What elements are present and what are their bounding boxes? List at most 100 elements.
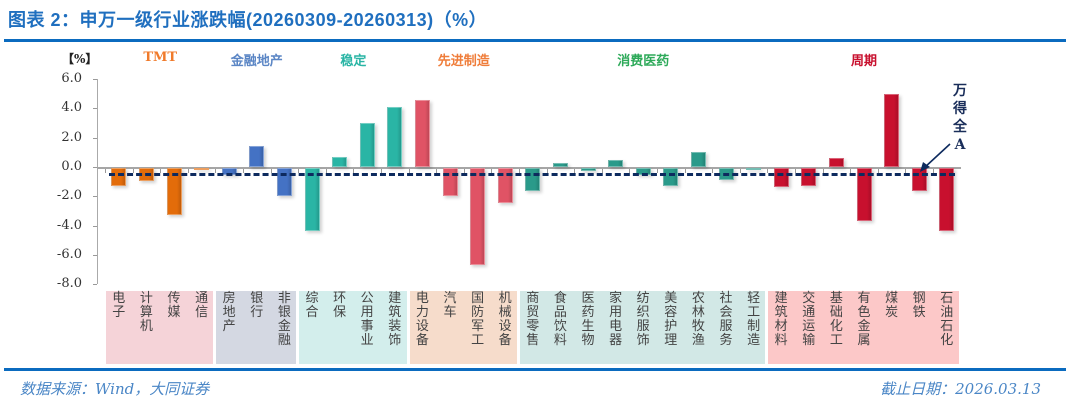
bar (580, 168, 596, 171)
x-tick-mark (381, 169, 382, 173)
bar (497, 168, 513, 204)
x-tick-mark (408, 169, 410, 173)
bar (884, 93, 900, 167)
x-category-label: 机 械 设 备 (498, 291, 512, 348)
bar (828, 158, 844, 167)
x-tick-mark (325, 169, 327, 173)
y-tick-mark (93, 225, 97, 227)
bar (525, 168, 541, 192)
bar (276, 168, 292, 196)
group-label-background (216, 291, 297, 364)
x-tick-mark (132, 169, 134, 173)
x-category-label: 非 银 金 融 (277, 291, 291, 348)
y-tick-label: -4.0 (56, 217, 82, 233)
x-category-label: 医 药 生 物 (581, 291, 595, 348)
x-tick-mark (822, 169, 824, 173)
bar (801, 168, 817, 186)
x-category-label: 电 子 (112, 291, 126, 320)
x-tick-mark (298, 169, 300, 173)
cutoff-date: 截止日期：2026.03.13 (880, 380, 1041, 398)
y-tick-label: 4.0 (61, 100, 82, 116)
x-category-label: 国 防 军 工 (471, 291, 485, 348)
x-tick-mark (463, 169, 465, 173)
x-tick-mark (519, 169, 520, 173)
bottom-divider (4, 368, 1066, 371)
group-label-background (409, 291, 517, 364)
x-category-label: 钢 铁 (912, 291, 926, 320)
reference-line-label: 万 得 全 A (953, 83, 967, 153)
reference-line-wind-a (109, 173, 955, 177)
group-title: TMT (143, 50, 178, 65)
x-tick-mark (905, 169, 907, 173)
bar (249, 146, 265, 167)
bar (856, 168, 872, 221)
y-tick-mark (93, 167, 97, 168)
x-category-label: 环 保 (333, 291, 347, 320)
x-category-label: 商 贸 零 售 (526, 291, 540, 348)
bar (304, 168, 320, 231)
x-tick-mark (491, 169, 493, 173)
x-category-label: 纺 织 服 饰 (636, 291, 650, 348)
group-title: 金融地产 (230, 54, 283, 69)
bar (939, 168, 955, 231)
x-tick-mark (850, 169, 852, 173)
bar (552, 162, 568, 167)
annotation-arrow-icon (920, 143, 951, 172)
y-tick-label: -2.0 (56, 188, 82, 204)
x-tick-mark (187, 169, 189, 173)
group-label-background (520, 291, 766, 364)
y-tick-label: 6.0 (61, 71, 82, 87)
bar (359, 123, 375, 167)
group-title: 周期 (850, 54, 877, 69)
x-category-label: 有 色 金 属 (857, 291, 871, 348)
x-category-label: 汽 车 (443, 291, 457, 320)
x-tick-mark (712, 169, 714, 173)
bar (194, 168, 210, 170)
group-label-background (768, 291, 959, 364)
y-tick-mark (93, 137, 97, 139)
x-tick-mark (270, 169, 272, 173)
x-tick-mark (436, 169, 438, 173)
group-title: 消费医药 (617, 54, 670, 69)
x-category-label: 传 媒 (167, 291, 181, 320)
x-tick-mark (795, 169, 796, 173)
bar (773, 168, 789, 188)
group-label-background (299, 291, 407, 364)
x-category-label: 建 筑 装 饰 (388, 291, 402, 348)
x-category-label: 农 林 牧 渔 (691, 291, 705, 348)
x-category-label: 银 行 (250, 291, 264, 320)
x-tick-mark (933, 169, 934, 173)
y-tick-label: -6.0 (56, 246, 82, 262)
x-tick-mark (160, 169, 162, 173)
y-tick-label: 2.0 (61, 129, 82, 145)
x-tick-mark (601, 169, 603, 173)
y-unit-label: 【%】 (62, 52, 98, 66)
bar (387, 106, 403, 167)
x-category-label: 计 算 机 (139, 291, 153, 334)
x-tick-mark (243, 169, 244, 173)
group-label-background (106, 291, 214, 364)
bar (332, 156, 348, 167)
y-tick-mark (93, 79, 97, 81)
y-tick-mark (93, 108, 97, 110)
y-tick-mark (93, 284, 97, 286)
x-category-label: 房 地 产 (222, 291, 236, 334)
y-tick-mark (93, 254, 97, 256)
x-category-label: 社 会 服 务 (719, 291, 733, 348)
group-title: 先进制造 (437, 54, 490, 69)
bar (111, 168, 127, 186)
x-tick-mark (657, 169, 658, 173)
x-category-label: 轻 工 制 造 (747, 291, 761, 348)
bar (166, 168, 182, 215)
x-category-label: 公 用 事 业 (360, 291, 374, 348)
y-tick-label: 0.0 (61, 159, 82, 174)
x-tick-mark (215, 169, 217, 173)
x-tick-mark (353, 169, 355, 173)
bar (470, 168, 486, 265)
x-tick-mark (739, 169, 741, 173)
data-source: 数据来源：Wind，大同证券 (20, 380, 210, 398)
y-tick-label: -8.0 (56, 276, 82, 292)
x-category-label: 美 容 护 理 (664, 291, 678, 348)
x-tick-mark (629, 169, 631, 173)
x-category-label: 煤 炭 (885, 291, 899, 320)
